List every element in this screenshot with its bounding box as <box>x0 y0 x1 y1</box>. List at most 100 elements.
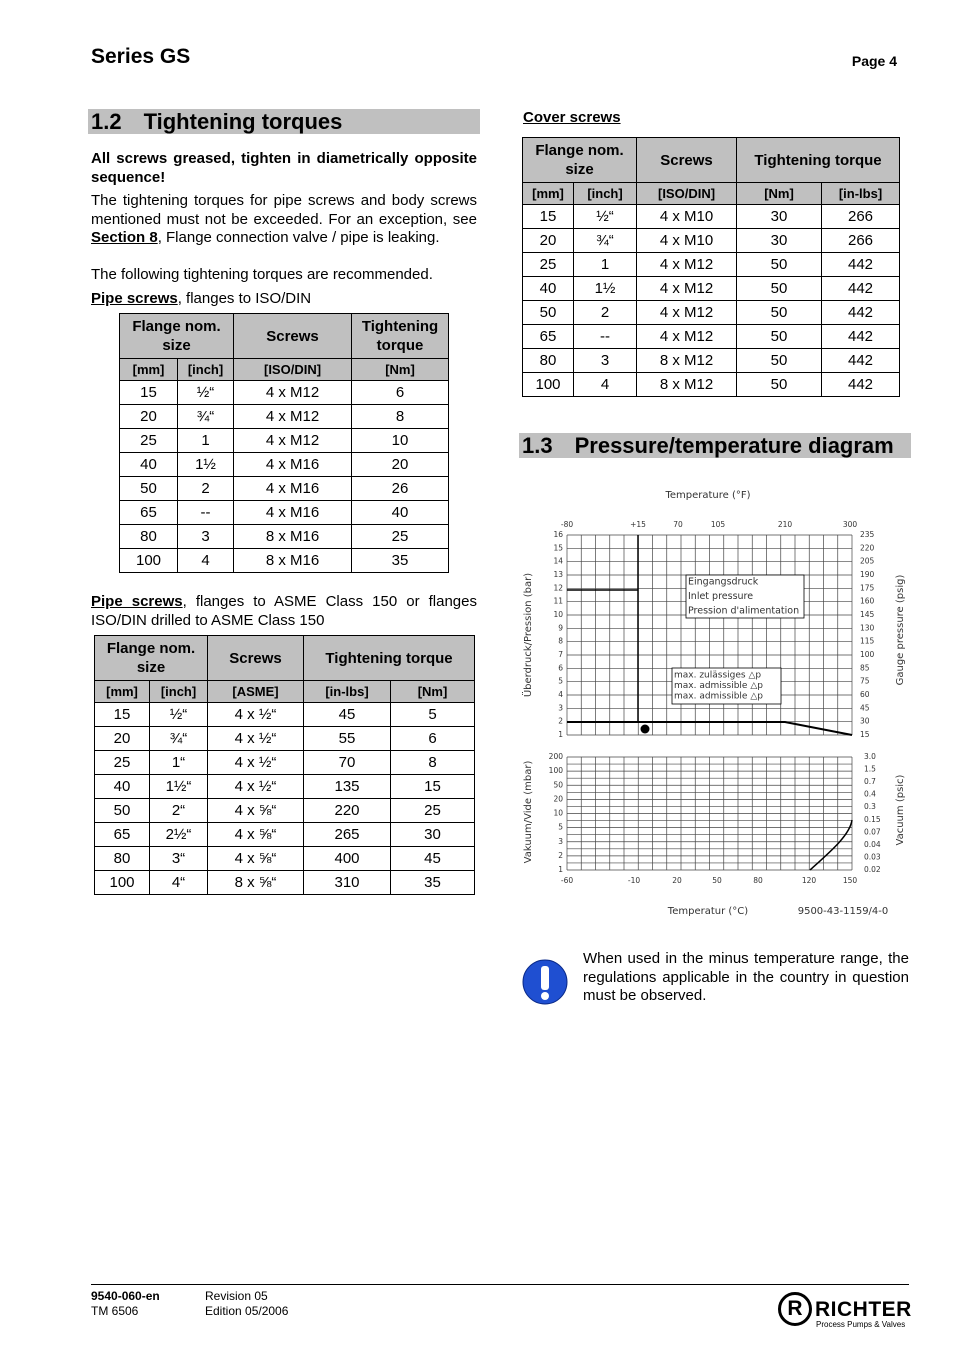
cell: 35 <box>390 870 476 895</box>
unit-cell: [in-lbs] <box>303 680 392 703</box>
header-row: Flange nom. size Screws Tightening torque <box>521 137 901 183</box>
cell: ¾“ <box>148 726 209 751</box>
caption-bold: Pipe screws <box>91 290 178 307</box>
tick-label: 100 <box>860 650 875 659</box>
cell: 45 <box>303 702 392 727</box>
tick-label: 175 <box>860 583 875 592</box>
tick-label: 0.03 <box>864 852 881 861</box>
header-cell: Flange nom. size <box>521 137 638 183</box>
cell: 4 x M10 <box>636 204 738 229</box>
cell: 4 x ⅝“ <box>207 822 305 847</box>
edition: Edition 05/2006 <box>205 1304 289 1318</box>
footer-rule <box>91 1284 909 1285</box>
cell: 40 <box>119 452 178 477</box>
unit-cell: [mm] <box>522 182 574 205</box>
data-row: 40 1½ 4 x M16 20 <box>119 452 450 477</box>
tick-label: 14 <box>553 557 563 566</box>
tick-label: 60 <box>860 690 870 699</box>
tick-label: 115 <box>860 637 875 646</box>
cell: 80 <box>94 846 150 871</box>
data-table: Flange nom. size Screws Tightening torque[… <box>521 137 901 397</box>
vacuum-curve <box>809 819 853 871</box>
cell: 4 x M16 <box>233 500 353 525</box>
cell: 8 <box>390 750 476 775</box>
table-body: Flange nom. size Screws Tightening torque[… <box>521 137 901 397</box>
unit-cell: [inch] <box>176 358 235 381</box>
data-row: 20 ¾“ 4 x M10 30 266 <box>522 228 901 253</box>
tick-label: 3 <box>558 837 563 846</box>
axis-title: Überdruck/Pression (bar) <box>521 573 534 697</box>
text: The tightening torques for pipe screws a… <box>91 192 477 228</box>
data-row: 100 4 8 x M16 35 <box>119 548 450 573</box>
data-row: 15 ½“ 4 x M12 6 <box>119 380 450 405</box>
link[interactable]: Section 8 <box>91 229 158 246</box>
data-row: 15 ½“ 4 x ½“ 45 5 <box>94 702 476 727</box>
caption-bold: Cover screws <box>523 109 621 126</box>
tick-label: 11 <box>553 597 563 606</box>
cell: 20 <box>351 452 450 477</box>
cell: 442 <box>821 348 901 373</box>
pressure-curve <box>567 721 853 736</box>
tick-label: 0.02 <box>864 865 881 874</box>
cell: 30 <box>390 822 476 847</box>
cell: 4 x M12 <box>636 252 738 277</box>
cell: 6 <box>390 726 476 751</box>
data-row: 80 3 8 x M16 25 <box>119 524 450 549</box>
tick-label: 20 <box>553 794 563 803</box>
legend-text: Pression d'alimentation <box>688 606 799 617</box>
legend-box <box>685 574 805 619</box>
cell: 40 <box>522 276 574 301</box>
table-body: Flange nom. size Screws Tightening torque[… <box>118 313 450 573</box>
tick-label: 12 <box>553 583 563 592</box>
cell: 15 <box>522 204 574 229</box>
cell: 20 <box>522 228 574 253</box>
cell: 40 <box>351 500 450 525</box>
unit-cell: [ASME] <box>207 680 305 703</box>
tick-label: 160 <box>860 597 875 606</box>
cell: -- <box>176 500 235 525</box>
axis-title: 9500-43-1159/4-0 <box>798 906 889 917</box>
cell: 70 <box>303 750 392 775</box>
cell: 100 <box>522 372 574 397</box>
tick-label: 235 <box>860 530 875 539</box>
cell: 25 <box>119 428 178 453</box>
header-cell: Flange nom. size <box>118 313 235 359</box>
cell: 10 <box>351 428 450 453</box>
unit-row: [mm] [inch] [ASME] [in-lbs] [Nm] <box>94 680 476 703</box>
axis-title: Gauge pressure (psig) <box>895 575 906 686</box>
cell: 442 <box>821 276 901 301</box>
section-number: 1.3 <box>522 433 553 458</box>
data-row: 50 2“ 4 x ⅝“ 220 25 <box>94 798 476 823</box>
tick-label: 0.3 <box>864 802 876 811</box>
tick-label: 3.0 <box>864 752 876 761</box>
cell: ¾“ <box>572 228 638 253</box>
tick-label: 15 <box>860 730 870 739</box>
data-table: Flange nom. size Screws Tightening torque[… <box>118 313 450 573</box>
cell: 310 <box>303 870 392 895</box>
tick-label: -60 <box>561 876 573 885</box>
cell: 80 <box>522 348 574 373</box>
cell: 50 <box>736 300 823 325</box>
section-heading: 1.2 Tightening torques <box>88 109 480 134</box>
cell: 40 <box>94 774 150 799</box>
caption: Pipe screws, flanges to ISO/DIN <box>91 290 477 309</box>
data-row: 100 4 8 x M12 50 442 <box>522 372 901 397</box>
cell: 266 <box>821 204 901 229</box>
cell: 50 <box>119 476 178 501</box>
tick-label: 1.5 <box>864 765 876 774</box>
axis-title: Vakuum/Vide (mbar) <box>523 761 534 864</box>
axis-title: Temperatur (°C) <box>667 906 748 917</box>
tick-label: 75 <box>860 677 870 686</box>
tick-label: 5 <box>558 823 563 832</box>
revision: Revision 05 <box>205 1289 268 1303</box>
data-row: 50 2 4 x M12 50 442 <box>522 300 901 325</box>
tick-label: 105 <box>711 520 726 529</box>
cell: 15 <box>390 774 476 799</box>
cell: 1½“ <box>148 774 209 799</box>
cell: 4 x M12 <box>636 324 738 349</box>
tick-label: 15 <box>553 543 563 552</box>
tick-label: -80 <box>561 520 573 529</box>
unit-cell: [ISO/DIN] <box>636 182 738 205</box>
header-cell: Flange nom. size <box>93 635 209 681</box>
